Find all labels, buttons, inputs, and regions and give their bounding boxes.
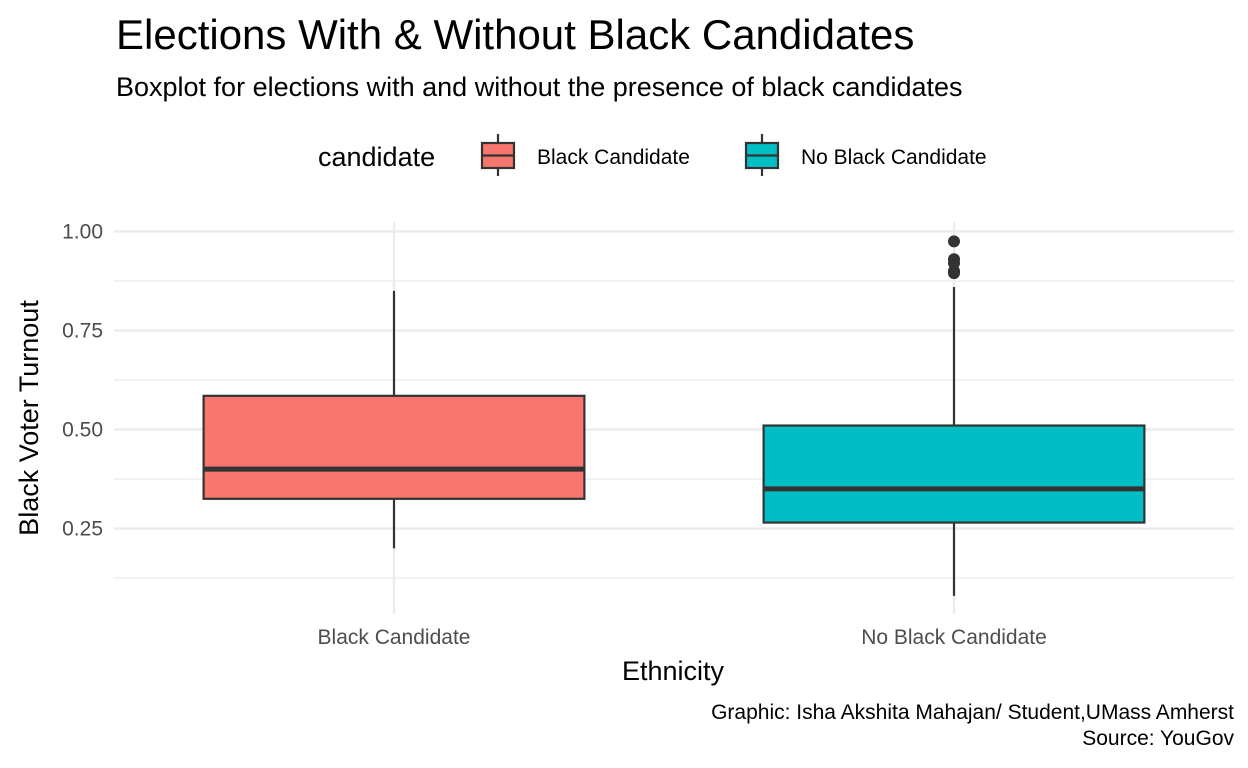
box-body (762, 424, 1146, 524)
box-2 (762, 235, 1146, 596)
outlier-point (948, 267, 960, 280)
y-axis-ticks: 0.25 0.50 0.75 1.00 (62, 221, 103, 541)
caption-credit: Graphic: Isha Akshita Mahajan/ Student,U… (711, 701, 1234, 724)
legend-title: candidate (318, 142, 435, 172)
x-tick-label: No Black Candidate (861, 626, 1047, 649)
caption: Graphic: Isha Akshita Mahajan/ Student,U… (711, 700, 1234, 752)
boxes (202, 235, 1146, 596)
box-1 (202, 290, 586, 549)
y-tick-label: 1.00 (62, 221, 103, 244)
box-body (202, 394, 586, 500)
caption-source: Source: YouGov (1082, 727, 1234, 750)
x-axis-ticks: Black Candidate No Black Candidate (318, 626, 1047, 649)
legend-item: Black Candidate (480, 134, 690, 176)
legend-item: No Black Candidate (744, 134, 987, 176)
chart-subtitle: Boxplot for elections with and without t… (116, 72, 963, 102)
x-tick-label: Black Candidate (318, 626, 471, 649)
y-tick-label: 0.50 (62, 419, 103, 442)
legend-label: No Black Candidate (801, 146, 987, 169)
legend: candidate Black Candidate No Black Candida… (318, 134, 987, 176)
y-tick-label: 0.25 (62, 518, 103, 541)
x-axis-title: Ethnicity (622, 656, 725, 686)
y-tick-label: 0.75 (62, 320, 103, 343)
legend-label: Black Candidate (537, 146, 690, 169)
outlier-point (948, 235, 960, 248)
chart-title: Elections With & Without Black Candidate… (116, 11, 915, 58)
y-axis-title: Black Voter Turnout (14, 300, 44, 536)
